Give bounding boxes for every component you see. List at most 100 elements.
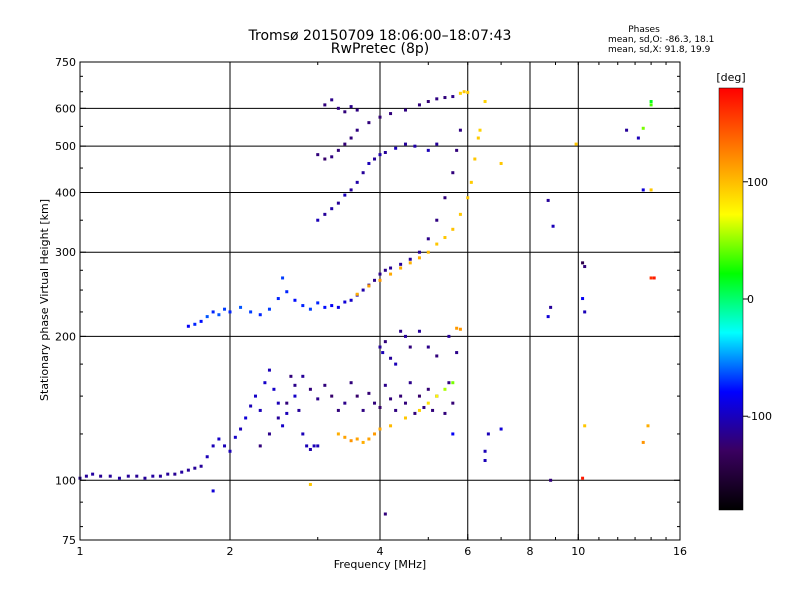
data-point — [399, 394, 403, 398]
data-point — [378, 115, 382, 119]
data-point — [636, 136, 640, 140]
x-tick-label: 1 — [77, 545, 84, 558]
data-point — [455, 148, 459, 152]
data-point — [649, 100, 653, 104]
data-point — [143, 476, 147, 480]
data-point — [546, 198, 550, 202]
data-point — [389, 356, 393, 360]
data-point — [466, 196, 470, 200]
data-point — [281, 424, 285, 428]
x-tick-label: 4 — [377, 545, 384, 558]
data-point — [408, 345, 412, 349]
data-point — [323, 383, 327, 387]
data-point — [389, 397, 393, 401]
data-point — [383, 340, 387, 344]
data-point — [285, 290, 289, 294]
data-point — [417, 250, 421, 254]
data-point — [361, 288, 365, 292]
x-tick-label: 6 — [464, 545, 471, 558]
data-point — [158, 474, 162, 478]
data-point — [336, 432, 340, 436]
data-point — [244, 416, 248, 420]
data-point — [166, 472, 170, 476]
data-point — [403, 108, 407, 112]
data-point — [373, 401, 377, 405]
data-point — [408, 257, 412, 261]
data-point — [355, 108, 359, 112]
data-point — [383, 512, 387, 516]
data-point — [426, 345, 430, 349]
data-point — [399, 266, 403, 270]
data-point — [649, 188, 653, 192]
data-point — [381, 351, 385, 355]
data-point — [413, 144, 417, 148]
data-point — [217, 313, 221, 317]
data-point — [349, 439, 353, 443]
data-point — [373, 157, 377, 161]
data-point — [349, 188, 353, 192]
data-point — [355, 394, 359, 398]
data-point — [289, 374, 293, 378]
data-point — [435, 242, 439, 246]
data-point — [451, 171, 455, 175]
data-point — [316, 301, 320, 305]
data-point — [272, 387, 276, 391]
data-point — [451, 227, 455, 231]
data-point — [373, 278, 377, 282]
data-point — [499, 427, 503, 431]
data-point — [205, 315, 209, 319]
y-axis-ticks: 75 100 200 300 400 500 600 750 — [55, 56, 680, 547]
y-axis-label: Stationary phase Virtual Height [km] — [38, 199, 51, 401]
data-point — [367, 284, 371, 288]
data-point — [394, 362, 398, 366]
data-point — [301, 432, 305, 436]
data-point — [417, 408, 421, 412]
data-point — [443, 387, 447, 391]
data-point — [193, 466, 197, 470]
data-point — [451, 432, 455, 436]
data-point — [193, 322, 197, 326]
data-point — [343, 300, 347, 304]
data-point — [394, 408, 398, 412]
data-point — [267, 432, 271, 436]
data-point — [343, 401, 347, 405]
data-point — [361, 171, 365, 175]
colorbar-label: [deg] — [716, 71, 745, 84]
data-point — [408, 381, 412, 385]
data-point — [413, 411, 417, 415]
data-point — [581, 476, 585, 480]
data-point — [458, 128, 462, 132]
data-point — [108, 474, 112, 478]
data-point — [258, 444, 262, 448]
data-point — [378, 427, 382, 431]
data-point — [426, 401, 430, 405]
data-point — [378, 345, 382, 349]
data-point — [312, 444, 316, 448]
data-point — [186, 468, 190, 472]
data-point — [330, 207, 334, 211]
data-point — [451, 381, 455, 385]
data-point — [323, 212, 327, 216]
data-point — [336, 148, 340, 152]
data-point — [383, 268, 387, 272]
data-point — [223, 307, 227, 311]
colorbar-tick-label: -100 — [747, 410, 772, 423]
chart-title: Tromsø 20150709 18:06:00–18:07:43 — [248, 28, 512, 44]
data-point — [301, 374, 305, 378]
data-point — [258, 313, 262, 317]
data-point — [435, 218, 439, 222]
y-tick-label: 500 — [55, 140, 76, 153]
data-point — [447, 334, 451, 338]
data-point — [483, 458, 487, 462]
data-point — [426, 237, 430, 241]
y-tick-label: 75 — [62, 534, 76, 547]
data-point — [263, 381, 267, 385]
y-tick-label: 300 — [55, 246, 76, 259]
chart-subtitle: RwPretec (8p) — [331, 41, 429, 57]
data-point — [135, 474, 139, 478]
data-point — [476, 136, 480, 140]
data-point — [336, 408, 340, 412]
data-point — [426, 387, 430, 391]
data-point — [367, 391, 371, 395]
